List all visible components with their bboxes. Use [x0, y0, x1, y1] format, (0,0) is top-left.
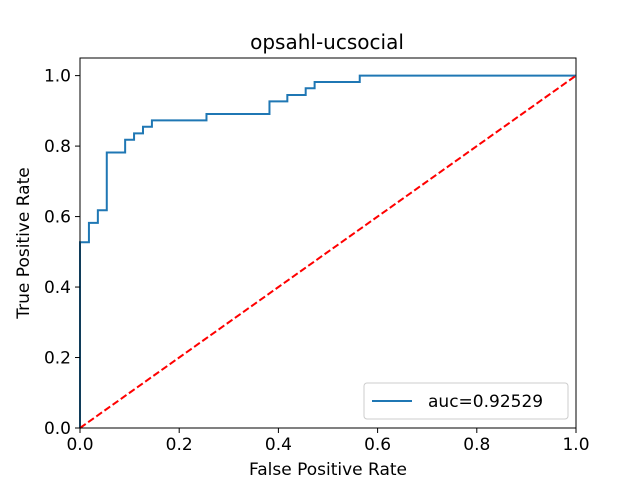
y-tick-label: 0.0	[44, 419, 71, 439]
y-tick-label: 0.8	[44, 137, 71, 157]
y-axis: 0.0 0.2 0.4 0.6 0.8 1.0	[44, 67, 80, 439]
diagonal-reference-line	[79, 74, 577, 429]
chart-title: opsahl-ucsocial	[250, 30, 404, 54]
roc-curve-line	[79, 74, 576, 428]
legend-label: auc=0.92529	[428, 392, 543, 412]
legend: auc=0.92529	[363, 382, 569, 420]
legend-box	[363, 382, 569, 420]
x-tick-label: 0.6	[364, 435, 391, 455]
axes-frame	[79, 57, 577, 429]
x-tick-label: 0.4	[265, 435, 292, 455]
plot-area	[79, 74, 577, 429]
x-tick-label: 0.0	[66, 435, 93, 455]
y-tick-label: 0.6	[44, 208, 71, 228]
y-tick-label: 1.0	[44, 67, 71, 87]
x-tick-label: 0.2	[166, 435, 193, 455]
x-axis-label: False Positive Rate	[249, 460, 407, 480]
y-tick-label: 0.4	[44, 278, 71, 298]
x-tick-label: 0.8	[463, 435, 490, 455]
y-axis-label: True Positive Rate	[14, 167, 34, 319]
x-tick-label: 1.0	[562, 435, 589, 455]
x-axis: 0.0 0.2 0.4 0.6 0.8 1.0	[66, 428, 590, 455]
y-tick-label: 0.2	[44, 349, 71, 369]
